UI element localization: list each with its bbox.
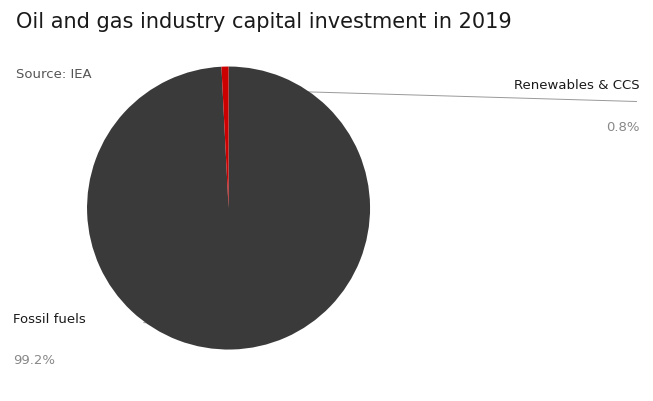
- Text: Oil and gas industry capital investment in 2019: Oil and gas industry capital investment …: [16, 12, 512, 32]
- Wedge shape: [87, 67, 370, 350]
- Text: 99.2%: 99.2%: [13, 353, 55, 366]
- Wedge shape: [221, 67, 229, 209]
- Text: Source: IEA: Source: IEA: [16, 68, 92, 81]
- Text: Fossil fuels: Fossil fuels: [13, 312, 86, 325]
- Text: Renewables & CCS: Renewables & CCS: [515, 79, 640, 92]
- Text: 0.8%: 0.8%: [607, 120, 640, 133]
